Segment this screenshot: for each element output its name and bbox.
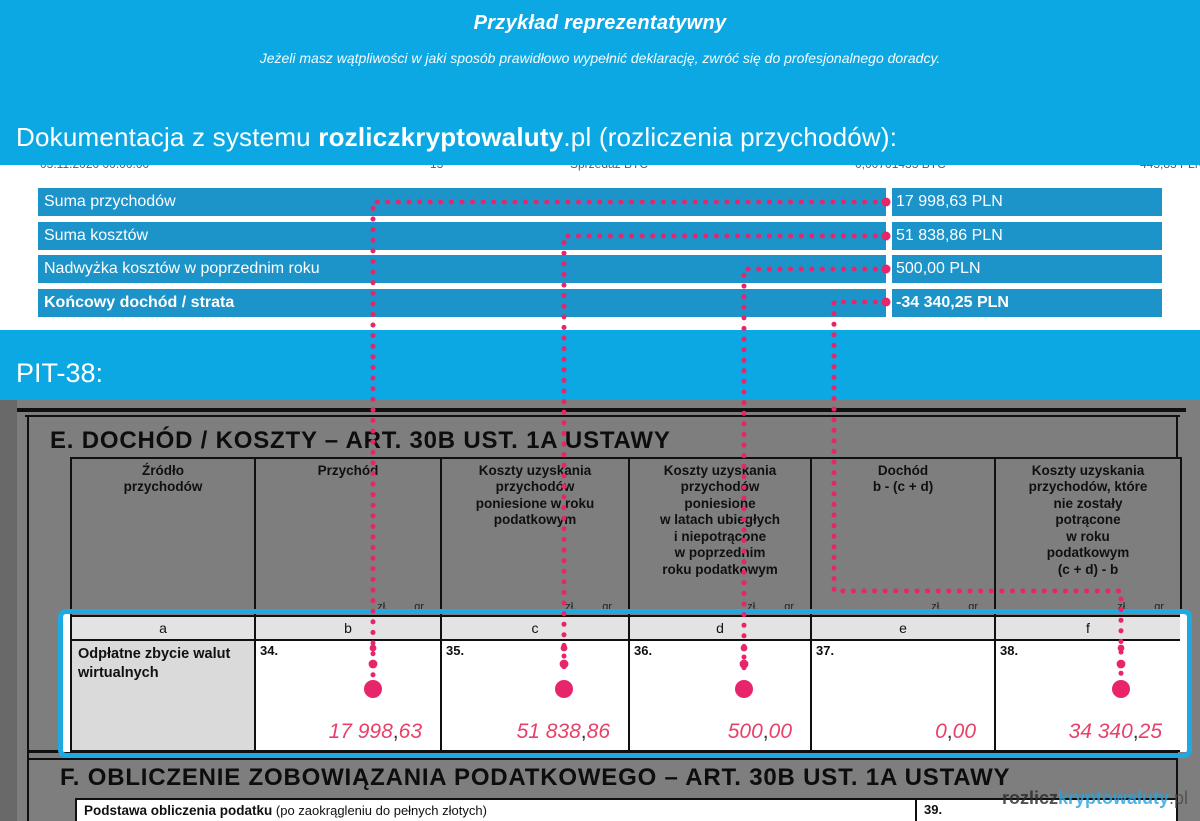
summary-row-revenue: Suma przychodów 17 998,63 PLN [38,188,1162,216]
field-39-label: Podstawa obliczenia podatku (po zaokrągl… [84,803,487,818]
doc-heading-brand: rozliczkryptowaluty [318,122,564,152]
watermark-part-tld: .pl [1169,788,1189,808]
pit-form-label: PIT-38: [16,358,104,388]
summary-value: -34 340,25 PLN [896,294,1009,311]
highlight-white-strip-right [1180,613,1189,752]
header-cell-costs-unused: Koszty uzyskania przychodów, które nie z… [996,459,1180,617]
section-e-table: Źródło przychodów Przychód zł, gr Koszty … [70,457,1182,752]
field-37-value: 0,00 [935,720,976,743]
field-37-number: 37. [816,643,835,658]
section-e-title: E. DOCHÓD / KOSZTY – ART. 30B UST. 1A US… [50,427,671,454]
header-cell-revenue: Przychód zł, gr [256,459,442,617]
summary-value: 500,00 PLN [896,260,981,277]
unit-labels: zł, gr [565,601,612,613]
summary-row-carryover: Nadwyżka kosztów w poprzednim roku 500,0… [38,255,1162,283]
field-34-cell: 34. 17 998,63 [256,641,442,750]
form-top-rule-thick [17,408,1186,412]
watermark-part-blue: kryptowaluty [1058,788,1170,808]
column-letter-b: b [256,617,442,641]
field-38-value: 34 340,25 [1068,720,1162,743]
doc-heading-suffix: .pl (rozliczenia przychodów): [563,122,898,152]
summary-label: Suma przychodów [44,193,176,210]
summary-label: Suma kosztów [44,227,149,244]
field-37-cell: 37. 0,00 [812,641,996,750]
header-cell-costs-current: Koszty uzyskania przychodów poniesione w… [442,459,630,617]
form-left-margin [0,400,17,821]
unit-labels: zł, gr [1117,601,1164,613]
column-letter-f: f [996,617,1180,641]
documentation-heading: Dokumentacja z systemu rozliczkryptowalu… [16,122,897,153]
pit38-form-scan: E. DOCHÓD / KOSZTY – ART. 30B UST. 1A US… [0,400,1200,821]
highlight-white-strip-left [63,613,70,752]
section-divider-thick [27,750,1178,753]
summary-label: Końcowy dochód / strata [44,294,235,311]
field-34-value: 17 998,63 [328,720,422,743]
page-subtitle: Jeżeli masz wątpliwości w jaki sposób pr… [259,50,941,66]
form-left-border [27,415,29,821]
field-38-number: 38. [1000,643,1019,658]
brand-watermark: rozliczkryptowaluty.pl [1002,788,1188,809]
column-letter-e: e [812,617,996,641]
summary-value: 17 998,63 PLN [896,193,1003,210]
field-39-row: Podstawa obliczenia podatku (po zaokrągl… [75,798,1178,821]
field-36-cell: 36. 500,00 [630,641,812,750]
pit-banner: PIT-38: [0,330,1200,400]
header-cell-costs-prior: Koszty uzyskania przychodów poniesione w… [630,459,812,617]
row-label-cell: Odpłatne zbycie walut wirtualnych [72,641,256,750]
unit-labels: zł, gr [931,601,978,613]
field-34-number: 34. [260,643,279,658]
field-35-value: 51 838,86 [516,720,610,743]
column-letter-c: c [442,617,630,641]
page-title: Przykład reprezentatywny [473,12,727,34]
top-banner: Przykład reprezentatywny Jeżeli masz wąt… [0,0,1200,165]
field-36-number: 36. [634,643,653,658]
watermark-part-dark: rozlicz [1002,788,1059,808]
field-36-value: 500,00 [727,720,792,743]
summary-column-divider [886,184,892,318]
field-39-divider [915,800,917,821]
header-cell-source: Źródło przychodów [72,459,256,617]
field-38-cell: 38. 34 340,25 [996,641,1180,750]
summary-row-costs: Suma kosztów 51 838,86 PLN [38,222,1162,250]
summary-value: 51 838,86 PLN [896,227,1003,244]
doc-heading-prefix: Dokumentacja z systemu [16,122,319,152]
field-35-number: 35. [446,643,465,658]
summary-label: Nadwyżka kosztów w poprzednim roku [44,260,320,277]
field-39-number: 39. [924,802,943,817]
unit-labels: zł, gr [747,601,794,613]
summary-row-final-result: Końcowy dochód / strata -34 340,25 PLN [38,289,1162,317]
header-cell-income: Dochód b - (c + d) zł, gr [812,459,996,617]
unit-labels: zł, gr [377,601,424,613]
section-f-title: F. OBLICZENIE ZOBOWIĄZANIA PODATKOWEGO –… [60,764,1011,791]
section-divider-thin [27,758,1178,760]
form-top-rule-thin [25,415,1180,417]
column-letter-d: d [630,617,812,641]
column-letter-a: a [72,617,256,641]
field-35-cell: 35. 51 838,86 [442,641,630,750]
